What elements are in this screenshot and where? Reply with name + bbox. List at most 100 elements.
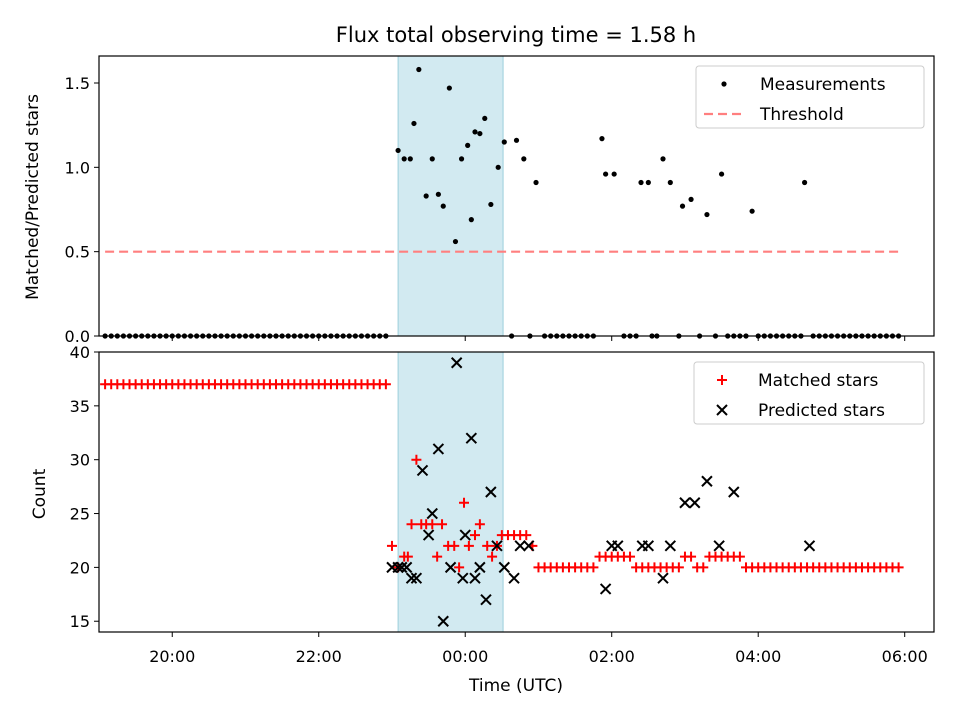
axes-frame — [98, 55, 935, 337]
data-point — [657, 572, 669, 584]
y-tick-label: 1.0 — [65, 158, 90, 177]
data-point — [396, 561, 408, 574]
data-point — [660, 156, 666, 162]
data-point — [469, 572, 481, 584]
series-layer — [100, 357, 904, 627]
axes-frame — [98, 351, 935, 633]
data-point — [459, 529, 471, 541]
data-point — [498, 561, 510, 574]
data-point — [638, 179, 644, 186]
data-point — [454, 562, 465, 573]
data-point — [718, 171, 725, 177]
data-point — [402, 551, 413, 562]
legend-marker — [721, 81, 727, 87]
x-tick-label: 04:00 — [735, 647, 781, 666]
data-point — [611, 171, 617, 177]
panel-count: 15 20 25 30 35 40 20:00 22:00 00:00 02:00 04:00 06:… — [70, 343, 935, 666]
data-point — [422, 529, 435, 541]
data-point — [704, 211, 710, 218]
legend-marker — [716, 404, 728, 416]
data-point — [803, 540, 816, 552]
legend-label: Predicted stars — [758, 401, 885, 421]
legend-label: Matched stars — [758, 371, 878, 391]
data-point — [698, 562, 709, 573]
data-point — [465, 142, 471, 148]
data-point — [400, 561, 413, 574]
legend: Matched stars Predicted stars — [693, 361, 925, 425]
y-tick-label: 25 — [70, 505, 90, 524]
x-tick-label: 02:00 — [589, 647, 635, 666]
data-point — [411, 454, 422, 465]
data-point — [386, 540, 397, 551]
data-point — [482, 540, 493, 551]
y-tick-label: 0.5 — [65, 243, 90, 262]
data-point — [416, 464, 429, 477]
legend: Measurements Threshold — [695, 65, 925, 129]
data-point — [427, 519, 438, 530]
y-tick-label: 30 — [70, 451, 90, 470]
data-point — [689, 497, 701, 509]
data-point — [514, 540, 526, 552]
data-point — [734, 551, 745, 562]
data-point — [411, 120, 417, 127]
data-point — [406, 519, 417, 530]
legend-marker — [717, 375, 727, 385]
series-0 — [100, 379, 904, 573]
data-point — [477, 130, 483, 137]
data-point — [625, 551, 636, 562]
data-point — [480, 593, 492, 606]
data-point — [474, 561, 486, 574]
data-point — [426, 507, 438, 520]
legend-box — [695, 65, 925, 129]
data-point — [437, 615, 449, 627]
data-point — [713, 540, 725, 552]
data-point — [395, 147, 401, 154]
x-tick-label: 06:00 — [882, 647, 928, 666]
data-point — [472, 129, 478, 135]
data-point — [452, 238, 459, 245]
data-point — [432, 551, 443, 562]
data-point — [523, 540, 535, 552]
data-point — [407, 156, 413, 162]
data-point — [444, 561, 457, 574]
data-point — [501, 139, 507, 145]
data-point — [488, 201, 494, 208]
data-point — [392, 561, 404, 574]
data-point — [533, 179, 539, 186]
x-axis-label: Time (UTC) — [468, 676, 563, 696]
y-tick-label: 0.0 — [65, 327, 90, 346]
data-point — [405, 572, 418, 584]
data-point — [485, 486, 497, 498]
data-point — [599, 136, 605, 142]
data-point — [435, 191, 441, 197]
data-point — [380, 379, 391, 390]
y-tick-label: 15 — [70, 612, 90, 631]
panel-ratio: 0.0 0.5 1.0 1.5 Measurements Threshold — [65, 55, 935, 346]
observing-window — [397, 55, 504, 337]
data-point — [457, 572, 469, 584]
data-point — [449, 540, 460, 551]
x-tick-label: 00:00 — [442, 647, 488, 666]
y-axis-label-top: Matched/Predicted stars — [23, 94, 43, 300]
data-point — [801, 179, 808, 186]
data-point — [603, 171, 609, 177]
data-point — [446, 85, 452, 91]
data-point — [491, 540, 503, 552]
chart-title: Flux total observing time = 1.58 h — [336, 23, 696, 47]
data-point — [521, 530, 532, 541]
legend-box — [693, 361, 925, 425]
data-point — [749, 208, 755, 214]
data-point — [474, 519, 485, 530]
data-point — [686, 551, 697, 562]
data-point — [432, 443, 445, 455]
data-point — [513, 137, 520, 143]
data-point — [679, 497, 691, 509]
data-point — [410, 572, 423, 584]
data-point — [673, 562, 684, 573]
y-axis-label-bottom: Count — [30, 468, 50, 519]
data-point — [893, 562, 904, 573]
data-point — [612, 540, 624, 552]
legend-label: Threshold — [759, 105, 844, 125]
